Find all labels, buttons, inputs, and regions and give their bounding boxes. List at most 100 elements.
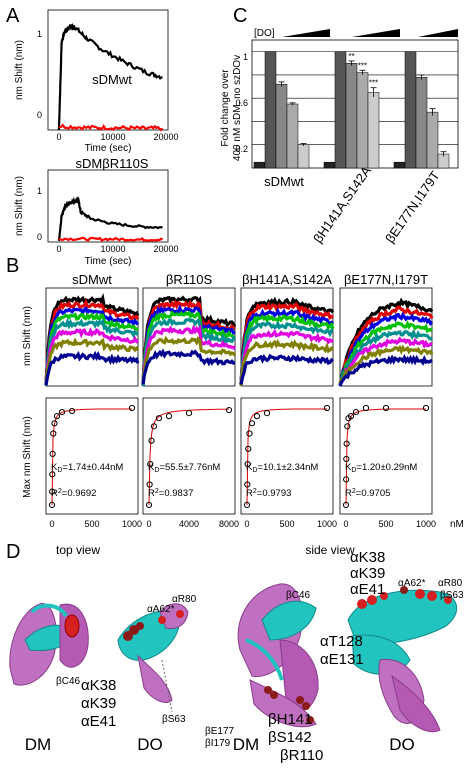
- panel-b: nm Shift (nm) Max nm Shift (nm) nM sDMwt…: [22, 272, 464, 530]
- panel-b-point-1-3: [148, 437, 155, 444]
- panel-c-bar-2-3: [426, 111, 439, 169]
- panel-b-point-3-8: [362, 404, 370, 412]
- panel-b-point-0-7: [58, 408, 66, 416]
- panel-b-binding-frame-3: [339, 397, 433, 515]
- panel-b-xtick-3-1: 500: [378, 519, 393, 529]
- panel-b-sensor-trace-3-5: [339, 336, 433, 385]
- panel-b-point-3-4: [344, 423, 351, 430]
- panel-b-sensor-trace-1-5: [141, 324, 237, 385]
- panel-b-sensor-trace-2-2: [239, 307, 335, 385]
- panel-b-binding-frame-1: [142, 397, 236, 515]
- panel-b-point-0-4: [50, 430, 57, 437]
- panel-b-point-3-9: [382, 404, 390, 412]
- res-bR110: βR110: [280, 747, 323, 764]
- panel-b-sensor-trace-1-3: [141, 310, 236, 384]
- panel-b-kd-0: KD=1.74±0.44nM: [51, 462, 123, 474]
- panel-c-bar-0-0: [253, 161, 266, 169]
- panel-b-sensor-trace-0-7: [44, 350, 140, 386]
- res-aK38-a: αK38: [81, 677, 116, 694]
- panel-label-d: D: [6, 541, 20, 563]
- panel-b-sensor-trace-3-6: [338, 344, 434, 386]
- panel-b-point-1-0: [145, 501, 153, 508]
- panel-b-binding-ylabel: Max nm Shift (nm): [22, 416, 33, 498]
- panel-d: top view side view: [9, 543, 464, 764]
- res-bS142: βS142: [268, 729, 312, 746]
- panel-a-bottom-construct: sDMβR110S: [76, 156, 149, 171]
- panel-b-sensor-trace-1-0: [141, 295, 237, 387]
- panel-b-sensor-trace-0-3: [44, 312, 139, 385]
- do-ramp-1: [282, 29, 330, 37]
- panel-b-sensor-trace-3-4: [338, 328, 433, 385]
- panel-b-point-3-7: [352, 408, 360, 416]
- panel-b-binding-frame-2: [240, 397, 334, 515]
- panel-b-point-3-2: [343, 455, 350, 463]
- mol-label-2: DM: [233, 735, 259, 754]
- panel-b-sensor-trace-0-0: [44, 293, 140, 385]
- panel-c-bars: ********: [252, 51, 458, 169]
- mol-label-1: DO: [137, 735, 163, 754]
- panel-c-do-label: [DO]: [254, 28, 275, 39]
- panel-c-bar-2-0: [393, 161, 406, 169]
- panel-b-fit-3: [345, 408, 426, 505]
- panel-b-xtick-0-2: 1000: [122, 519, 142, 529]
- panel-b-point-2-7: [263, 410, 271, 417]
- panel-b-fit-0: [51, 408, 132, 505]
- panel-c-ytick-0: 0.2: [235, 144, 248, 154]
- res-bS63-a: βS63: [162, 714, 186, 725]
- panel-a-bottom-series-0: [57, 196, 163, 242]
- res-bS63-b: βS63: [440, 590, 464, 601]
- res-aR80-b: αR80: [438, 578, 463, 589]
- panel-a-bottom-xlabel: Time (sec): [85, 256, 132, 267]
- view-label-side: side view: [305, 543, 355, 557]
- panel-a-top-ylabel: nm Shift (nm): [14, 40, 25, 100]
- panel-c-bar-1-3: [356, 72, 369, 169]
- do-ramp-3: [418, 29, 458, 37]
- panel-b-kd-2: KD=10.1±2.34nM: [246, 462, 318, 474]
- panel-c-bar-0-2: [275, 83, 288, 169]
- panel-b-kd-3: KD=1.20±0.29nM: [345, 462, 417, 474]
- panel-b-point-0-3: [49, 450, 56, 457]
- res-aT128: αT128: [320, 633, 363, 650]
- res-aK39-a: αK39: [81, 695, 116, 712]
- panel-b-col-title-0: sDMwt: [72, 272, 112, 287]
- panel-b-xtick-1-1: 4000: [179, 519, 199, 529]
- panel-b-xtick-0-1: 500: [84, 519, 99, 529]
- panel-c-signif-0: **: [348, 52, 354, 61]
- panel-b-sensor-trace-3-1: [338, 305, 434, 385]
- res-bH141: βH141: [268, 711, 313, 728]
- view-label-top: top view: [56, 543, 100, 557]
- panel-c-ylabel-line2: 400 nM sDM, no szDOv: [232, 55, 243, 161]
- panel-b-sensor-trace-1-2: [141, 304, 236, 386]
- panel-b-r2-0: R2=0.9692: [51, 488, 96, 499]
- panel-c-bar-2-1: [404, 51, 417, 169]
- panel-c-bar-1-4: [367, 92, 380, 169]
- panel-a-top-series-1: [58, 123, 164, 132]
- panel-b-point-0-8: [68, 407, 76, 415]
- panel-a-top-plot: [57, 22, 164, 132]
- res-aR80-a: αR80: [172, 594, 197, 605]
- panel-a-bottom-plot: [57, 196, 164, 242]
- res-aE41-a: αE41: [81, 713, 116, 730]
- panel-c-ytick-2: 1: [243, 52, 248, 62]
- panel-b-point-2-3: [245, 445, 252, 452]
- panel-b-fit-2: [246, 408, 327, 505]
- panel-b-point-2-6: [253, 413, 261, 420]
- res-bE177: βE177: [205, 726, 235, 737]
- panel-b-sensor-trace-0-2: [44, 306, 140, 385]
- panel-b-sensor-trace-0-5: [44, 327, 140, 385]
- panel-b-point-3-1: [343, 476, 350, 483]
- panel-b-sensor-frame-0: [45, 287, 139, 387]
- panel-a: nm Shift (nm) 1 0 0 10000 20000 Time (se…: [14, 9, 179, 267]
- panel-b-point-0-0: [48, 501, 56, 508]
- mol-label-0: DM: [25, 735, 51, 754]
- panel-b-r2-2: R2=0.9793: [246, 488, 291, 499]
- panel-b-xtick-1-2: 8000: [219, 519, 239, 529]
- panel-c-ylabel-line1: Fold change over: [220, 69, 231, 147]
- panel-b-sensor-trace-2-4: [239, 320, 334, 384]
- panel-b-point-0-9: [128, 404, 136, 412]
- panel-c-group-1: βH141A,S142A: [310, 163, 374, 245]
- panel-b-sensor-trace-2-1: [239, 301, 334, 384]
- panel-b-point-1-8: [225, 406, 233, 414]
- panel-c-bar-0-4: [297, 144, 310, 169]
